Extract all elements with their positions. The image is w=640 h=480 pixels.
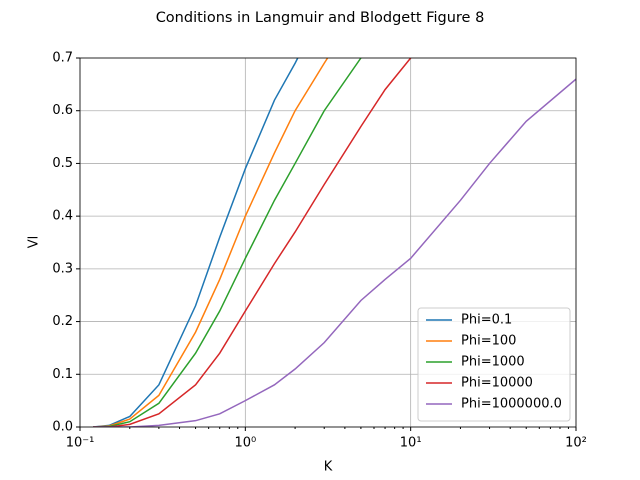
x-tick-label: 10⁰ [234, 436, 256, 451]
y-tick-label: 0.6 [52, 103, 73, 118]
axes: 10⁻¹ 10⁰ 10¹ 10² 0.0 0.1 0.2 0.3 0.4 0.5 0.6 0.7 [52, 51, 587, 451]
data-line [93, 58, 299, 427]
legend-box [417, 307, 571, 422]
y-tick-label: 0.3 [52, 261, 73, 276]
y-tick-label: 0.7 [52, 51, 73, 66]
legend-label: Phi=100 [461, 334, 516, 349]
legend-label: Phi=1000000.0 [461, 397, 562, 412]
plot-frame [79, 57, 577, 428]
x-tick-label: 10² [565, 436, 587, 451]
y-axis-label: Vl [27, 236, 42, 249]
data-line [93, 58, 412, 427]
legend: Phi=0.1 Phi=100 Phi=1000 Phi=10000 Phi=10000… [417, 307, 571, 422]
data-line [93, 58, 362, 427]
y-tick-label: 0.1 [52, 367, 73, 382]
chart-title: Conditions in Langmuir and Blodgett Figu… [156, 10, 485, 26]
y-tick-label: 0.5 [52, 156, 73, 171]
data-line [93, 78, 576, 427]
y-tick-label: 0.0 [52, 420, 73, 435]
legend-label: Phi=0.1 [461, 313, 512, 328]
y-tick-label: 0.2 [52, 314, 73, 329]
x-tick-label: 10⁻¹ [66, 436, 95, 451]
legend-label: Phi=1000 [461, 355, 525, 370]
legend-label: Phi=10000 [461, 376, 533, 391]
grid [79, 57, 577, 428]
data-line [93, 58, 329, 427]
x-tick-label: 10¹ [400, 436, 422, 451]
y-tick-label: 0.4 [52, 209, 73, 224]
plot-lines [93, 58, 576, 427]
x-axis-label: K [324, 460, 333, 475]
